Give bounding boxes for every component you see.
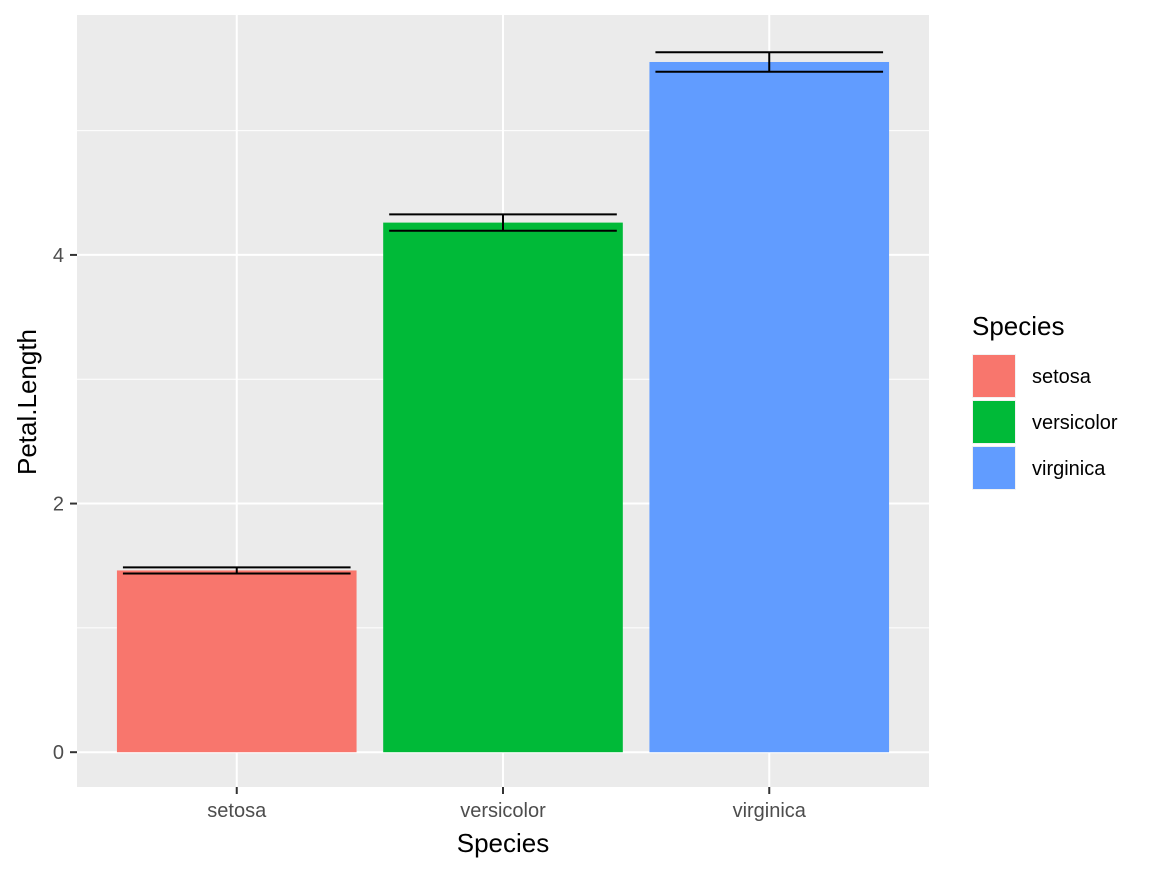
y-axis-title: Petal.Length	[12, 329, 42, 475]
bar-virginica	[649, 61, 890, 753]
y-tick-label: 4	[53, 245, 64, 267]
legend-item-versicolor: versicolor	[972, 400, 1118, 444]
legend-key-swatch	[973, 447, 1015, 489]
y-tick-label: 0	[53, 742, 64, 764]
legend-label: virginica	[1032, 458, 1106, 480]
bars-group	[116, 61, 890, 753]
legend-item-setosa: setosa	[972, 354, 1092, 398]
legend-key-swatch	[973, 355, 1015, 397]
x-tick-label-versicolor: versicolor	[460, 800, 546, 822]
error-bar-setosa	[122, 566, 351, 575]
error-bar-virginica	[655, 51, 884, 73]
x-axis: setosa versicolor virginica	[207, 787, 807, 822]
error-bars-group	[122, 51, 884, 575]
legend: Species setosa versicolor virginica	[972, 311, 1118, 490]
error-bar-versicolor	[389, 213, 617, 232]
y-tick-label: 2	[53, 494, 64, 516]
x-tick-label-virginica: virginica	[733, 800, 807, 822]
x-axis-title: Species	[457, 828, 550, 858]
bar-versicolor	[383, 222, 623, 753]
x-tick-label-setosa: setosa	[207, 800, 267, 822]
legend-title: Species	[972, 311, 1065, 341]
bar-setosa	[116, 570, 357, 753]
legend-label: versicolor	[1032, 412, 1118, 434]
legend-key-swatch	[973, 401, 1015, 443]
legend-label: setosa	[1032, 366, 1092, 388]
y-axis: 0 2 4	[53, 245, 77, 764]
legend-item-virginica: virginica	[972, 446, 1106, 490]
